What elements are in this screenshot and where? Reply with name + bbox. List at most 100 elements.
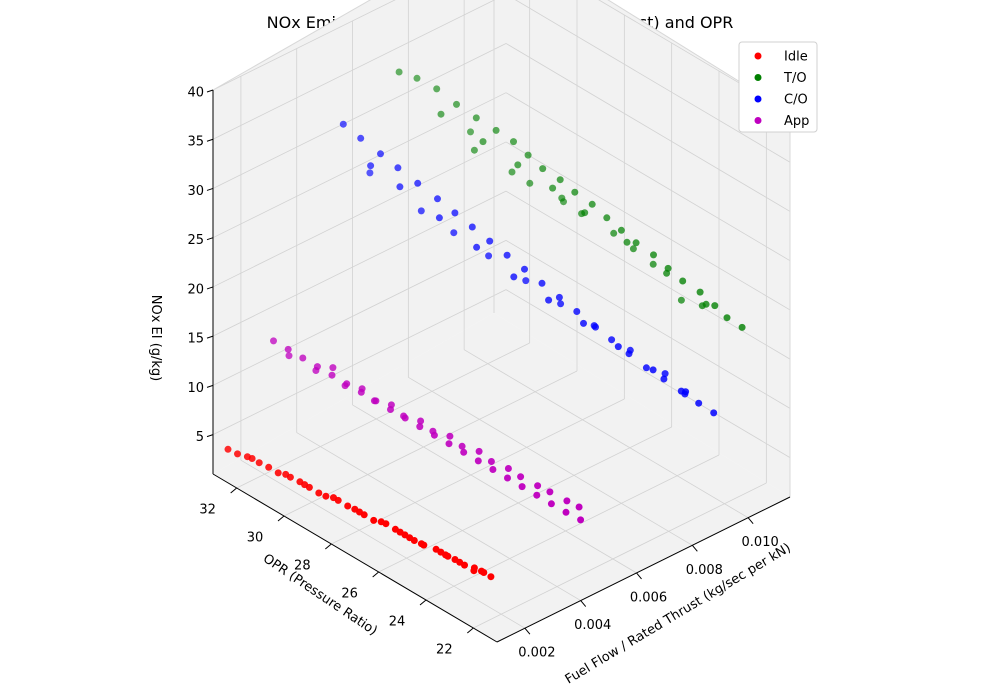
y-grid-line <box>283 370 578 517</box>
point-to <box>711 302 719 310</box>
point-co <box>521 265 528 273</box>
point-idle <box>305 483 313 491</box>
point-to <box>524 151 532 159</box>
z-tick-label: 25 <box>187 233 204 248</box>
point-co <box>555 293 563 301</box>
x-grid-line <box>296 432 581 601</box>
y-tick-mark <box>277 515 285 522</box>
point-to <box>723 314 731 322</box>
y-tick-mark <box>419 599 427 606</box>
point-app <box>504 474 511 482</box>
point-app <box>387 406 394 413</box>
y-axis-label: OPR (Pressure Ratio) <box>260 551 380 639</box>
z-tick-label: 30 <box>187 184 204 199</box>
point-to <box>472 114 480 122</box>
point-idle <box>334 496 342 504</box>
point-app <box>328 371 336 379</box>
z-grid-line <box>212 141 507 288</box>
point-co <box>339 120 347 128</box>
back-right-pane <box>494 0 790 497</box>
y-grid-line <box>378 426 672 573</box>
point-app <box>475 447 483 455</box>
point-co <box>682 388 690 396</box>
z-grid-line <box>505 289 791 458</box>
point-app <box>357 388 365 396</box>
point-app <box>372 397 380 405</box>
y-grid-line <box>425 454 720 601</box>
point-idle <box>265 463 273 471</box>
point-co <box>557 300 565 308</box>
y-tick-mark <box>372 571 379 578</box>
point-to <box>581 209 589 217</box>
point-to <box>571 188 579 196</box>
point-app <box>299 354 307 362</box>
z-grid-line <box>505 43 791 212</box>
z-grid-line <box>212 240 507 386</box>
legend-marker <box>754 95 762 103</box>
x-grid-line <box>408 376 693 546</box>
x-grid-line <box>352 404 637 574</box>
tick-labels: 0.002 0.004 0.006 0.008 0.010 22 24 26 28 30 32 5 10… <box>187 86 778 661</box>
z-grid-line <box>212 92 507 239</box>
point-idle <box>470 567 478 575</box>
z-grid-line <box>212 43 507 189</box>
y-tick-mark <box>467 627 474 634</box>
point-co <box>580 319 587 327</box>
point-to <box>649 260 657 268</box>
back-left-pane <box>213 0 494 474</box>
point-to <box>514 161 522 169</box>
point-idle <box>420 541 428 549</box>
point-app <box>547 500 555 508</box>
x-tick-label: 0.006 <box>630 590 667 605</box>
z-tick-label: 5 <box>196 430 204 445</box>
z-grid-line <box>505 190 791 360</box>
z-grid-line <box>212 0 496 140</box>
point-app <box>489 466 497 473</box>
point-app <box>518 483 526 491</box>
point-to <box>610 229 618 237</box>
point-to <box>603 214 611 222</box>
point-co <box>660 375 668 383</box>
z-grid-line <box>505 240 791 409</box>
point-to <box>650 251 657 259</box>
point-to <box>632 239 640 247</box>
point-to <box>558 194 566 202</box>
axis-panes <box>213 0 790 642</box>
point-idle <box>315 489 323 497</box>
y-tick-label: 30 <box>247 531 264 546</box>
point-idle <box>382 520 390 528</box>
point-co <box>486 237 494 245</box>
point-co <box>485 252 493 260</box>
z-tick-label: 35 <box>187 135 204 150</box>
z-tick-label: 10 <box>187 381 204 396</box>
point-to <box>433 85 441 93</box>
legend-marker <box>754 74 762 81</box>
y-tick-label: 26 <box>341 587 358 602</box>
z-tick-mark <box>206 89 214 93</box>
point-app <box>445 440 453 448</box>
point-co <box>625 350 633 358</box>
legend-marker <box>754 52 762 60</box>
point-idle <box>286 473 294 481</box>
point-co <box>434 195 441 203</box>
point-co <box>468 223 476 231</box>
legend-marker <box>754 117 762 124</box>
point-app <box>534 482 542 490</box>
point-idle <box>480 569 488 576</box>
point-app <box>458 442 466 450</box>
point-co <box>649 366 657 374</box>
point-to <box>702 300 710 308</box>
x-tick-mark <box>524 627 531 635</box>
axis-lines <box>212 0 791 643</box>
point-co <box>366 169 374 177</box>
point-co <box>451 209 459 217</box>
point-co <box>357 134 365 142</box>
z-grid-line <box>212 0 396 91</box>
point-to <box>556 176 564 184</box>
point-co <box>608 336 616 344</box>
point-app <box>487 458 495 465</box>
point-app <box>416 423 424 431</box>
point-idle <box>360 511 368 519</box>
point-co <box>435 214 443 222</box>
